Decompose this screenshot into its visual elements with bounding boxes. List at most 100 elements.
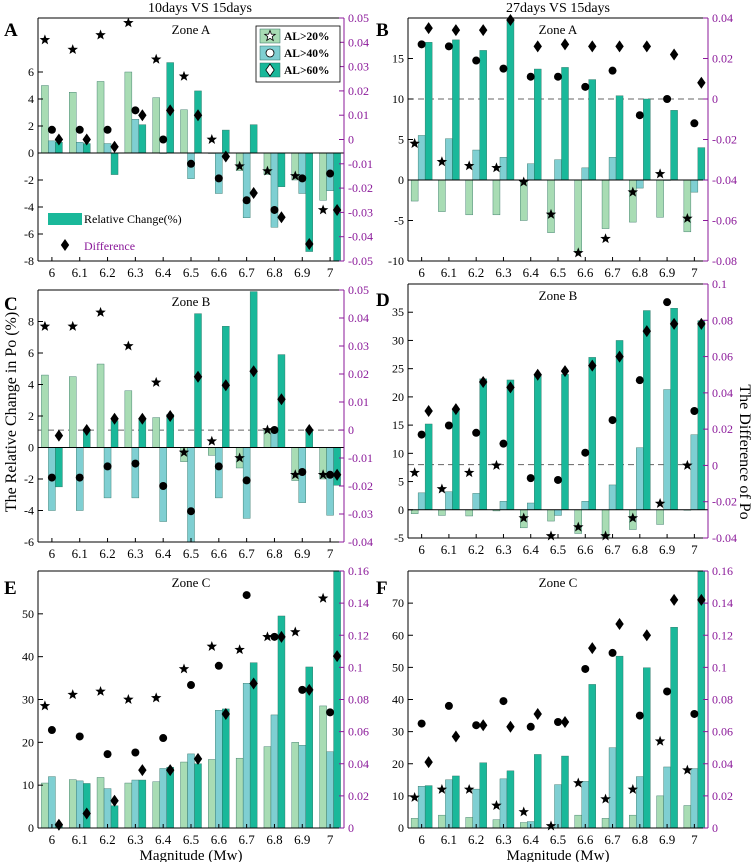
difference-marker-diamond — [506, 720, 515, 733]
difference-marker-circle — [581, 664, 590, 673]
panel-e: E 0 10 20 30 40 50 0 0.02 0.04 0.06 0.08 0.1 0.12 0.14… — [4, 564, 369, 862]
difference-marker-circle — [608, 648, 617, 657]
difference-marker-diamond — [332, 203, 342, 216]
x-tick-label: 6.9 — [294, 832, 310, 847]
difference-marker-circle — [214, 462, 223, 471]
bar-al40 — [445, 779, 453, 829]
bar-al40 — [636, 447, 644, 510]
difference-marker-circle — [298, 685, 307, 694]
x-tick-label: 6.2 — [99, 832, 115, 847]
y2-tick-label: 0 — [712, 458, 718, 472]
difference-marker-star — [409, 138, 420, 148]
bar-al20 — [410, 818, 419, 829]
difference-marker-circle — [103, 125, 112, 134]
difference-marker-diamond — [533, 707, 542, 720]
difference-marker-circle — [690, 119, 699, 128]
panel-letter: C — [4, 294, 18, 315]
y-tick-label: 20 — [22, 735, 34, 749]
difference-marker-star — [600, 793, 611, 804]
y2-tick-label: 0.05 — [348, 283, 369, 297]
y2-tick-label: 0.04 — [348, 757, 369, 771]
y2-tick-label: 0.14 — [348, 596, 369, 610]
x-tick-label: 6.5 — [550, 832, 566, 847]
zone-label: Zone C — [539, 575, 578, 590]
x-tick-label: 6 — [49, 546, 56, 561]
y-tick-label: -2 — [24, 173, 34, 187]
bar-al60 — [452, 775, 460, 829]
bar-al60 — [506, 770, 515, 829]
title-27days-vs-15days: 27days VS 15days — [506, 1, 610, 16]
difference-marker-diamond — [669, 48, 679, 61]
y2-tick-label: 0.05 — [348, 11, 369, 25]
difference-marker-circle — [131, 106, 140, 115]
difference-marker-circle — [608, 416, 617, 425]
y-tick-label: -6 — [24, 535, 34, 549]
bar-al40 — [636, 776, 644, 829]
x-tick-label: 6 — [418, 542, 425, 557]
y2-tick-label: 0.03 — [348, 339, 369, 353]
difference-marker-circle — [554, 72, 562, 81]
bar-al40 — [445, 138, 453, 181]
x-tick-label: 6.8 — [632, 832, 648, 847]
bar-al20 — [492, 819, 501, 829]
difference-marker-star — [206, 134, 218, 144]
difference-marker-circle — [417, 719, 426, 728]
difference-marker-star — [178, 663, 190, 674]
difference-marker-circle — [298, 174, 307, 183]
y-tick-label: 50 — [392, 660, 404, 674]
difference-marker-star — [234, 160, 245, 171]
bar-al40 — [159, 768, 167, 829]
bar-al40 — [326, 447, 334, 516]
difference-marker-diamond — [277, 393, 286, 406]
difference-marker-circle — [663, 687, 672, 696]
x-tick-label: 6.6 — [211, 265, 228, 280]
difference-marker-star — [463, 783, 475, 794]
bar-al40 — [417, 786, 426, 829]
difference-marker-diamond — [249, 186, 258, 199]
difference-marker-diamond — [697, 317, 706, 330]
difference-marker-diamond — [193, 109, 203, 122]
x-tick-label: 6.8 — [632, 542, 648, 557]
y2-tick-label: -0.04 — [348, 535, 373, 549]
difference-marker-star — [573, 521, 584, 532]
difference-marker-diamond — [221, 379, 231, 392]
y-tick-label: -5 — [394, 531, 404, 545]
difference-marker-circle — [417, 40, 426, 49]
x-tick-label: 7 — [691, 542, 698, 557]
y-axis-label-right: The Difference of Po — [736, 384, 753, 519]
y-tick-label: -5 — [394, 214, 404, 228]
difference-marker-star — [491, 800, 502, 810]
bar-al60 — [479, 762, 487, 829]
bar-al40 — [270, 152, 279, 228]
x-tick-label: 6.4 — [523, 265, 540, 280]
x-tick-label: 6.1 — [72, 832, 88, 847]
difference-marker-circle — [131, 748, 140, 757]
bar-al40 — [270, 714, 279, 829]
difference-marker-diamond — [193, 370, 203, 383]
difference-marker-diamond — [221, 707, 231, 720]
difference-marker-circle — [326, 708, 335, 717]
difference-marker-circle — [131, 459, 140, 468]
y-tick-label: 4 — [28, 92, 34, 106]
bar-al60 — [561, 67, 569, 181]
difference-marker-diamond — [642, 40, 652, 53]
bar-al60 — [588, 79, 596, 181]
bar-al60 — [670, 627, 678, 829]
bar-al40 — [581, 781, 589, 829]
legend-label: AL>60% — [284, 65, 330, 77]
bar-al60 — [534, 374, 542, 510]
difference-marker-diamond — [588, 359, 597, 372]
x-tick-label: 6.9 — [294, 265, 310, 280]
bar-al20 — [152, 417, 160, 448]
difference-marker-star — [573, 777, 584, 788]
bar-al20 — [520, 179, 528, 221]
x-tick-label: 6.8 — [266, 546, 282, 561]
bar-al20 — [438, 179, 446, 212]
bar-al20 — [410, 509, 419, 514]
y2-tick-label: 0.1 — [348, 660, 363, 674]
difference-marker-circle — [554, 475, 562, 484]
y2-tick-label: -0.01 — [348, 451, 373, 465]
difference-marker-circle — [526, 72, 535, 81]
difference-marker-circle — [326, 470, 335, 479]
difference-marker-circle — [326, 169, 335, 178]
